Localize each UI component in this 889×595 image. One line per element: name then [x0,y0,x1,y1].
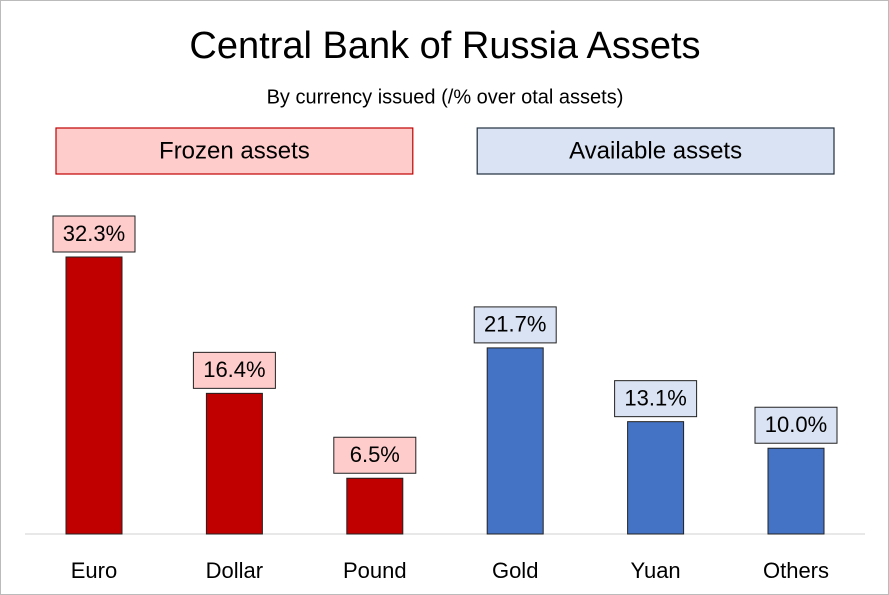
group-header-box [55,127,414,175]
value-label: 10.0% [765,412,827,437]
value-label-box [52,215,136,253]
x-tick-label: Gold [492,558,538,583]
bar [346,477,404,535]
x-tick-label: Pound [343,558,407,583]
value-label-box [754,406,838,444]
value-label-box [614,380,698,418]
chart-subtitle: By currency issued (/% over otal assets) [267,86,624,108]
bar [767,447,825,535]
value-label-box [333,436,417,474]
group-header: Frozen assets [159,137,310,164]
bar [205,392,263,535]
value-label: 16.4% [203,357,265,382]
x-tick-label: Yuan [631,558,681,583]
bar [486,347,544,535]
chart-title: Central Bank of Russia Assets [189,25,700,67]
x-tick-label: Euro [71,558,117,583]
group-header: Available assets [569,137,742,164]
bar [627,421,685,535]
x-tick-label: Others [763,558,829,583]
x-tick-label: Dollar [206,558,263,583]
bar [65,256,123,535]
value-label: 32.3% [63,221,125,246]
value-label: 13.1% [624,385,686,410]
value-label: 6.5% [350,442,400,467]
value-label-box [192,351,276,389]
group-header-box [476,127,835,175]
value-label: 21.7% [484,312,546,337]
value-label-box [473,306,557,344]
